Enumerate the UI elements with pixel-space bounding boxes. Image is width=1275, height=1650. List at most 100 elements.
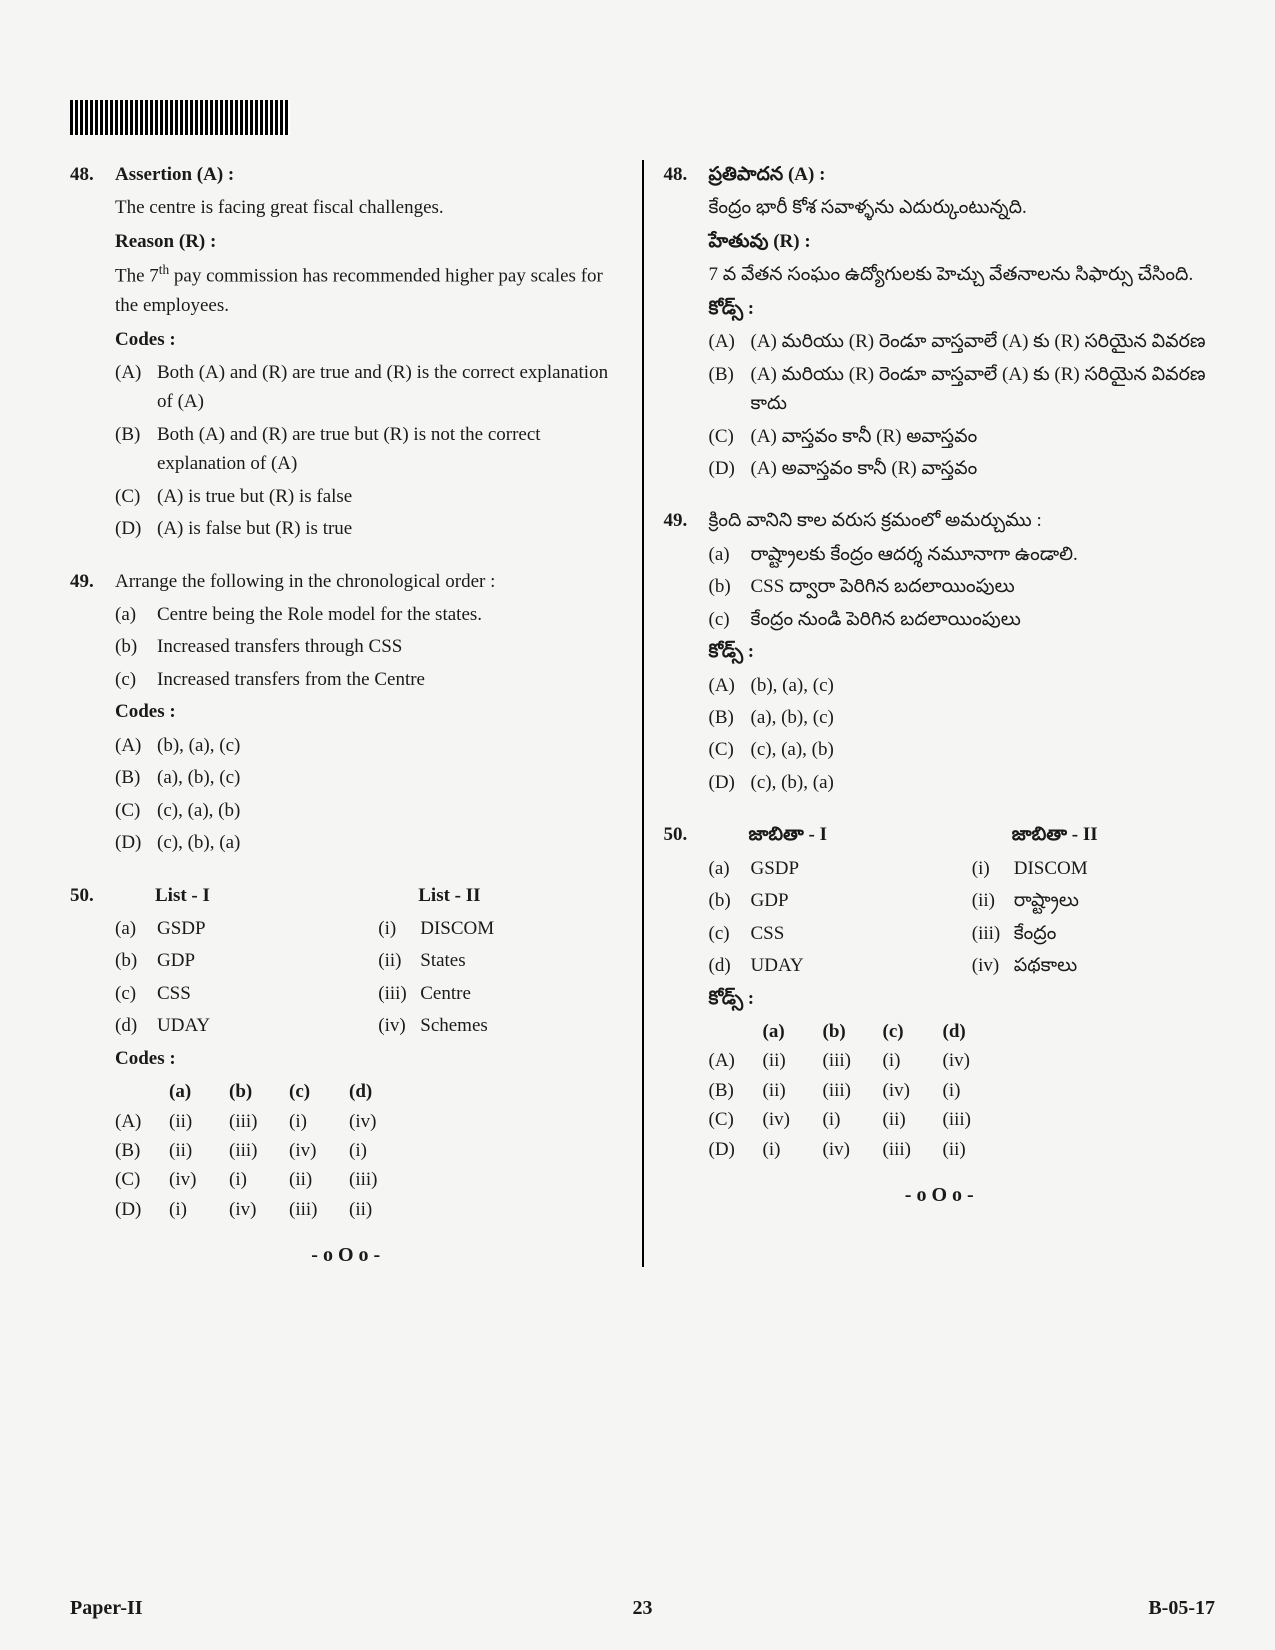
cell: (iv) <box>289 1136 337 1165</box>
list-label: (i) <box>972 854 1014 883</box>
q49-num: 49. <box>70 567 115 861</box>
opt-label: (A) <box>115 731 157 760</box>
opt-label: (B) <box>115 1136 157 1165</box>
list1: List - I (a)GSDP (b)GDP (c)CSS (d)UDAY <box>115 881 358 1044</box>
list1-c: (c)CSS <box>709 919 952 948</box>
cell: (i) <box>289 1107 337 1136</box>
opt-label: (D) <box>115 514 157 543</box>
code-header: (a) (b) (c) (d) <box>709 1017 1216 1046</box>
list-label: (d) <box>115 1011 157 1040</box>
sub-a: (a) Centre being the Role model for the … <box>115 600 622 629</box>
opt-label: (D) <box>709 1135 751 1164</box>
option-b: (B) (a), (b), (c) <box>115 763 622 792</box>
opt-label: (C) <box>709 1105 751 1134</box>
q49-body: క్రింది వానిని కాల వరుస క్రమంలో అమర్చుము… <box>709 506 1216 800</box>
list2-ii: (ii)States <box>378 946 621 975</box>
list-text: DISCOM <box>420 914 494 943</box>
option-d: (D) (c), (b), (a) <box>115 828 622 857</box>
option-d: (D) (A) is false but (R) is true <box>115 514 622 543</box>
list-label: (ii) <box>378 946 420 975</box>
q49-stem: క్రింది వానిని కాల వరుస క్రమంలో అమర్చుము… <box>709 506 1216 535</box>
option-a: (A) (b), (a), (c) <box>115 731 622 760</box>
list-text: Centre <box>420 979 471 1008</box>
sub-label: (a) <box>115 600 157 629</box>
list-table: List - I (a)GSDP (b)GDP (c)CSS (d)UDAY L… <box>115 881 622 1044</box>
list2-i: (i)DISCOM <box>378 914 621 943</box>
code-a: (A) (ii) (iii) (i) (iv) <box>709 1046 1216 1075</box>
cell: (ii) <box>169 1136 217 1165</box>
cell: (iii) <box>229 1107 277 1136</box>
code-header: (a) (b) (c) (d) <box>115 1077 622 1106</box>
option-a: (A) Both (A) and (R) are true and (R) is… <box>115 358 622 417</box>
sub-a: (a) రాష్ట్రాలకు కేంద్రం ఆదర్శ నమూనాగా ఉం… <box>709 540 1216 569</box>
end-marker-en: - o O o - <box>70 1244 622 1267</box>
q48-te: 48. ప్రతిపాదన (A) : కేంద్రం భారీ కోశ సవా… <box>664 160 1216 486</box>
cell: (iii) <box>349 1165 397 1194</box>
list-label: (d) <box>709 951 751 980</box>
list-label: (a) <box>709 854 751 883</box>
opt-text: (A) is true but (R) is false <box>157 482 622 511</box>
q48-options: (A) (A) మరియు (R) రెండూ వాస్తవాలే (A) కు… <box>709 327 1216 483</box>
code-d: (D) (i) (iv) (iii) (ii) <box>115 1195 622 1224</box>
head-d: (d) <box>943 1017 991 1046</box>
cell: (i) <box>349 1136 397 1165</box>
list-label: (iv) <box>972 951 1014 980</box>
q48-num: 48. <box>70 160 115 547</box>
opt-text: (A) is false but (R) is true <box>157 514 622 543</box>
cell: (iv) <box>169 1165 217 1194</box>
list2-iii: (iii)Centre <box>378 979 621 1008</box>
reason-sup: th <box>159 262 169 277</box>
q50-te: 50. జాబితా - I (a)GSDP (b)GDP (c)CSS (d)… <box>664 820 1216 1164</box>
code-d: (D) (i) (iv) (iii) (ii) <box>709 1135 1216 1164</box>
list-label: (a) <box>115 914 157 943</box>
sub-label: (c) <box>709 605 751 634</box>
opt-label: (C) <box>709 735 751 764</box>
cell: (i) <box>883 1046 931 1075</box>
sub-text: CSS ద్వారా పెరిగిన బదలాయింపులు <box>751 572 1015 601</box>
codes-label: కోడ్స్ : <box>709 984 1216 1013</box>
option-c: (C) (c), (a), (b) <box>709 735 1216 764</box>
cell: (ii) <box>289 1165 337 1194</box>
list-text: UDAY <box>157 1011 210 1040</box>
list1-title: List - I <box>115 881 358 910</box>
cell: (iii) <box>229 1136 277 1165</box>
q48-body: Assertion (A) : The centre is facing gre… <box>115 160 622 547</box>
opt-text: Both (A) and (R) are true but (R) is not… <box>157 420 622 479</box>
list2: List - II (i)DISCOM (ii)States (iii)Cent… <box>378 881 621 1044</box>
list-text: GDP <box>157 946 195 975</box>
q48-body: ప్రతిపాదన (A) : కేంద్రం భారీ కోశ సవాళ్ళన… <box>709 160 1216 486</box>
list1-d: (d)UDAY <box>115 1011 358 1040</box>
assertion-label: Assertion (A) : <box>115 160 622 189</box>
option-d: (D) (c), (b), (a) <box>709 768 1216 797</box>
head-b: (b) <box>823 1017 871 1046</box>
head-c: (c) <box>289 1077 337 1106</box>
list-label: (iii) <box>378 979 420 1008</box>
footer-right: B-05-17 <box>1148 1597 1215 1620</box>
codes-label: Codes : <box>115 325 622 354</box>
cell: (iii) <box>823 1046 871 1075</box>
codes-label: Codes : <box>115 697 622 726</box>
q49-te: 49. క్రింది వానిని కాల వరుస క్రమంలో అమర్… <box>664 506 1216 800</box>
opt-label: (D) <box>709 768 751 797</box>
opt-text: (A) మరియు (R) రెండూ వాస్తవాలే (A) కు (R)… <box>751 327 1216 356</box>
list1-b: (b)GDP <box>709 886 952 915</box>
list-label: (b) <box>709 886 751 915</box>
q49-stem: Arrange the following in the chronologic… <box>115 567 622 596</box>
cell: (i) <box>823 1105 871 1134</box>
cell: (iii) <box>943 1105 991 1134</box>
list-label: (c) <box>115 979 157 1008</box>
blank <box>115 1077 157 1106</box>
list2-title: List - II <box>378 881 621 910</box>
opt-text: Both (A) and (R) are true and (R) is the… <box>157 358 622 417</box>
opt-label: (A) <box>709 671 751 700</box>
footer: Paper-II 23 B-05-17 <box>70 1597 1215 1620</box>
sub-c: (c) కేంద్రం నుండి పెరిగిన బదలాయింపులు <box>709 605 1216 634</box>
list-label: (b) <box>115 946 157 975</box>
cell: (iv) <box>349 1107 397 1136</box>
list-text: CSS <box>751 919 785 948</box>
blank <box>709 1017 751 1046</box>
option-c: (C) (A) వాస్తవం కానీ (R) అవాస్తవం <box>709 422 1216 451</box>
list2-iii: (iii)కేంద్రం <box>972 919 1215 948</box>
list1-b: (b)GDP <box>115 946 358 975</box>
q50-body: List - I (a)GSDP (b)GDP (c)CSS (d)UDAY L… <box>115 881 622 1225</box>
